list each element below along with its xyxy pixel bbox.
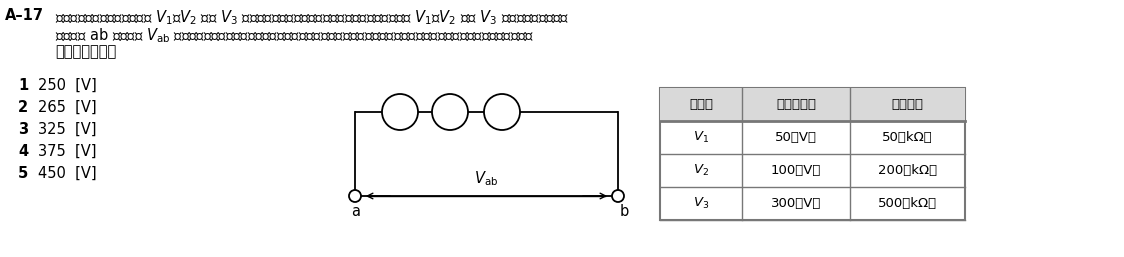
Text: 325  [V]: 325 [V]: [38, 122, 97, 137]
Text: 表の値とする。: 表の値とする。: [55, 44, 116, 59]
Text: 3: 3: [18, 122, 28, 137]
Text: 5: 5: [18, 166, 28, 181]
Text: 500［kΩ］: 500［kΩ］: [878, 197, 937, 210]
Text: $V_1$: $V_1$: [694, 130, 709, 145]
Circle shape: [382, 94, 418, 130]
Text: 50［kΩ］: 50［kΩ］: [882, 131, 933, 144]
Text: $V_{\mathrm{ab}}$: $V_{\mathrm{ab}}$: [474, 169, 499, 188]
Text: 内部抗抴: 内部抗抴: [891, 98, 924, 111]
Text: 450  [V]: 450 [V]: [38, 166, 97, 181]
Text: きる端子 ab 間の電圧 $V_{\mathrm{ab}}$ の最大値として、正しいものを下の番号から選べ。ただし、それぞれの電圧計の最大目盛値及び内部抵抗は、: きる端子 ab 間の電圧 $V_{\mathrm{ab}}$ の最大値として、正…: [55, 26, 535, 45]
Text: $V_3$: $V_3$: [495, 105, 509, 121]
Text: 電圧計: 電圧計: [689, 98, 713, 111]
FancyBboxPatch shape: [660, 88, 966, 220]
Text: 200［kΩ］: 200［kΩ］: [878, 164, 937, 177]
Text: $V_1$: $V_1$: [392, 105, 408, 121]
Text: 300［V］: 300［V］: [771, 197, 822, 210]
Circle shape: [432, 94, 468, 130]
Text: 50［V］: 50［V］: [776, 131, 817, 144]
Text: $V_2$: $V_2$: [694, 163, 709, 178]
Text: 1: 1: [18, 78, 28, 93]
Text: 2: 2: [18, 100, 28, 115]
Circle shape: [611, 190, 624, 202]
Circle shape: [484, 94, 520, 130]
FancyBboxPatch shape: [660, 88, 966, 121]
Text: b: b: [620, 204, 629, 219]
Circle shape: [348, 190, 361, 202]
Text: $V_3$: $V_3$: [692, 196, 709, 211]
Text: 最大目盛値: 最大目盛値: [776, 98, 816, 111]
Text: 265  [V]: 265 [V]: [38, 100, 97, 115]
Text: 375  [V]: 375 [V]: [38, 144, 97, 159]
Text: 図に示すように、直流電圧計 $V_1$、$V_2$ 及び $V_3$ を直列に接続したとき、それぞれの電圧計の指示値 $V_1$、$V_2$ 及び $V_3$ : 図に示すように、直流電圧計 $V_1$、$V_2$ 及び $V_3$ を直列に接…: [55, 8, 570, 27]
Text: a: a: [351, 204, 360, 219]
Text: 250  [V]: 250 [V]: [38, 78, 97, 93]
Text: A–17: A–17: [4, 8, 44, 23]
Text: 4: 4: [18, 144, 28, 159]
Text: $V_2$: $V_2$: [443, 105, 457, 121]
Text: 100［V］: 100［V］: [771, 164, 822, 177]
